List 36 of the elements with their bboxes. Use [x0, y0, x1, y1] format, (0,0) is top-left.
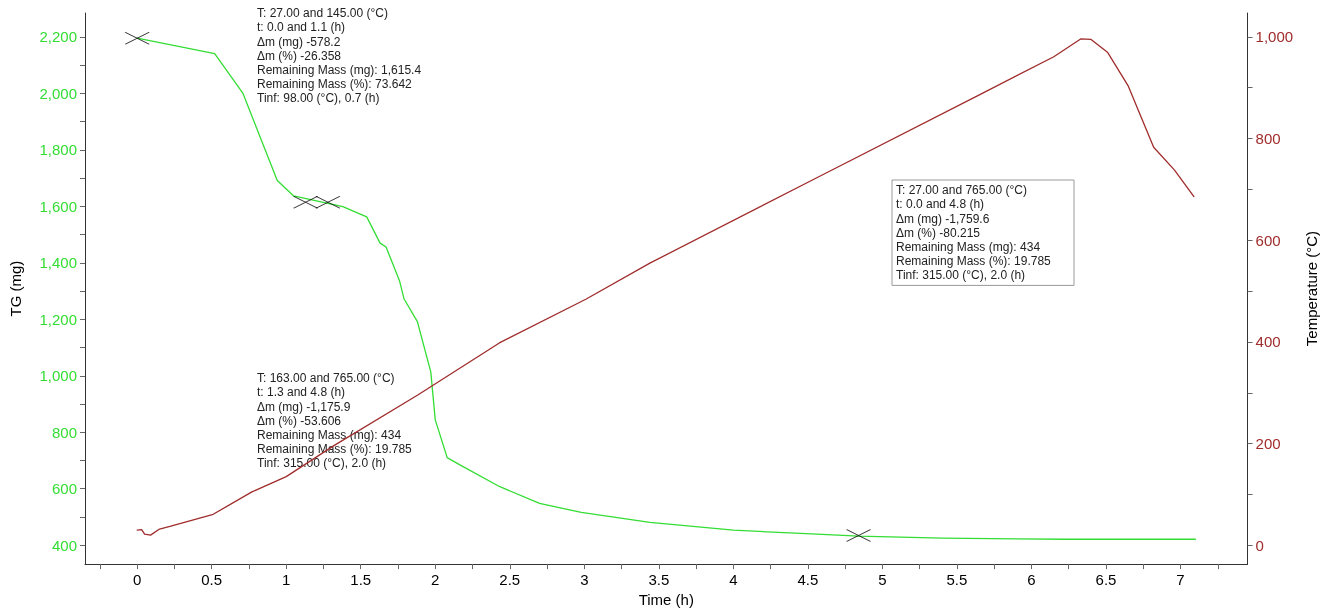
x-tick-label: 2.5 [499, 571, 521, 589]
x-tick-label: 7 [1176, 571, 1185, 589]
x-axis-title: Time (h) [638, 591, 694, 608]
y-tick-label: 1,800 [39, 141, 77, 159]
x-tick-label: 4 [729, 571, 738, 589]
y2-tick-label: 0 [1255, 536, 1264, 554]
y2-tick-label: 400 [1255, 333, 1281, 351]
x-tick-label: 2 [431, 571, 440, 589]
y2-tick-label: 1,000 [1255, 28, 1294, 46]
y2-tick-label: 800 [1255, 130, 1281, 148]
y2-tick-label: 200 [1255, 435, 1281, 453]
x-tick-label: 0 [132, 571, 142, 589]
x-tick-label: 1 [282, 571, 291, 589]
y-axis-title: TG (mg) [7, 260, 24, 317]
x-tick-label: 5 [878, 571, 887, 589]
x-tick-label: 6.5 [1095, 571, 1117, 589]
x-tick-label: 3 [580, 571, 589, 589]
annotation: T: 27.00 and 145.00 (°C) t: 0.0 and 1.1 (h) Δm (mg) -578.2 Δm (%) -26.358 Remaining Mass (mg): 1,615.4 Remaining Mass (%): 73.642 Tinf: 98.00 (°C), 0.7 (h) [257, 6, 422, 106]
y2-axis-title: Temperature (°C) [1303, 230, 1320, 347]
y-tick-label: 1,000 [39, 367, 77, 385]
y-tick-label: 1,600 [39, 197, 77, 215]
y-tick-label: 2,200 [39, 28, 77, 46]
y-tick-label: 400 [51, 536, 77, 554]
y-tick-label: 800 [51, 423, 77, 441]
x-tick-label: 3.5 [648, 571, 670, 589]
annotation: T: 27.00 and 765.00 (°C) t: 0.0 and 4.8 (h) Δm (mg) -1,759.6 Δm (%) -80.215 Remaining Mass (mg): 434 Remaining Mass (%): 19.785 Tinf: 315.00 (°C), 2.0 (h) [896, 183, 1052, 283]
y-tick-label: 2,000 [39, 84, 77, 102]
x-tick-label: 6 [1027, 571, 1036, 589]
y-tick-label: 1,400 [39, 254, 77, 272]
x-tick-label: 1.5 [350, 571, 372, 589]
x-tick-label: 0.5 [201, 571, 223, 589]
x-tick-label: 5.5 [946, 571, 968, 589]
x-tick-label: 4.5 [797, 571, 819, 589]
y-tick-label: 1,200 [39, 310, 77, 328]
y-tick-label: 600 [51, 480, 77, 498]
y2-tick-label: 600 [1255, 231, 1281, 249]
